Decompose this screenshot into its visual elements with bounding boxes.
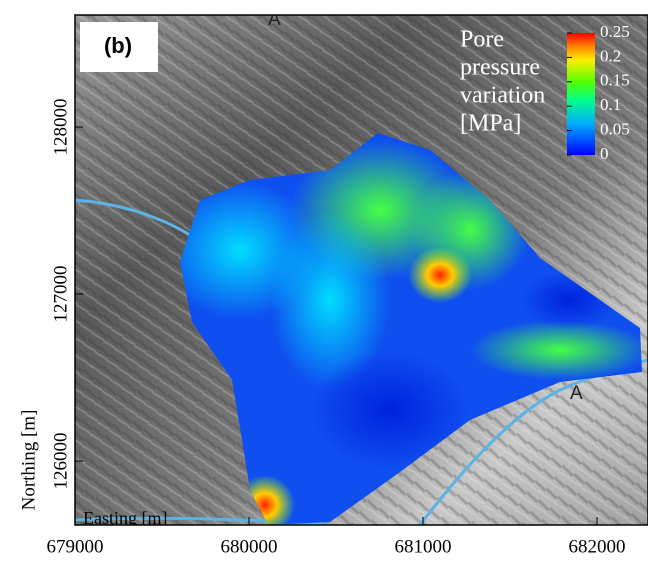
colorbar-tick-label: 0.25: [600, 22, 630, 41]
x-tick-label: 679000: [47, 536, 104, 557]
x-tick-label: 681000: [395, 536, 452, 557]
colorbar: [567, 33, 595, 155]
y-axis-label: Northing [m]: [18, 410, 39, 511]
colorbar-title: Pore: [460, 27, 504, 53]
colorbar-tick-label: 0: [600, 144, 609, 163]
y-tick-label: 128000: [50, 99, 71, 156]
colorbar-tick-label: 0.1: [600, 95, 621, 114]
section-label: A': [268, 9, 284, 30]
colorbar-title: variation: [460, 83, 545, 109]
x-tick-label: 680000: [221, 536, 278, 557]
x-tick-label: 682000: [569, 536, 626, 557]
y-tick-label: 127000: [50, 266, 71, 323]
colorbar-title: [MPa]: [460, 111, 521, 137]
section-label: A: [570, 383, 583, 404]
panel-label: (b): [104, 33, 132, 58]
colorbar-tick-label: 0.05: [600, 120, 630, 139]
y-tick-label: 126000: [50, 433, 71, 490]
colorbar-title: pressure: [460, 55, 540, 81]
colorbar-tick-label: 0.2: [600, 46, 621, 65]
map-figure: (b) A' A Easting [m] Northing [m] 679000…: [0, 0, 648, 563]
colorbar-tick-label: 0.15: [600, 71, 630, 90]
map-area: (b) A' A Easting [m]: [75, 9, 648, 535]
